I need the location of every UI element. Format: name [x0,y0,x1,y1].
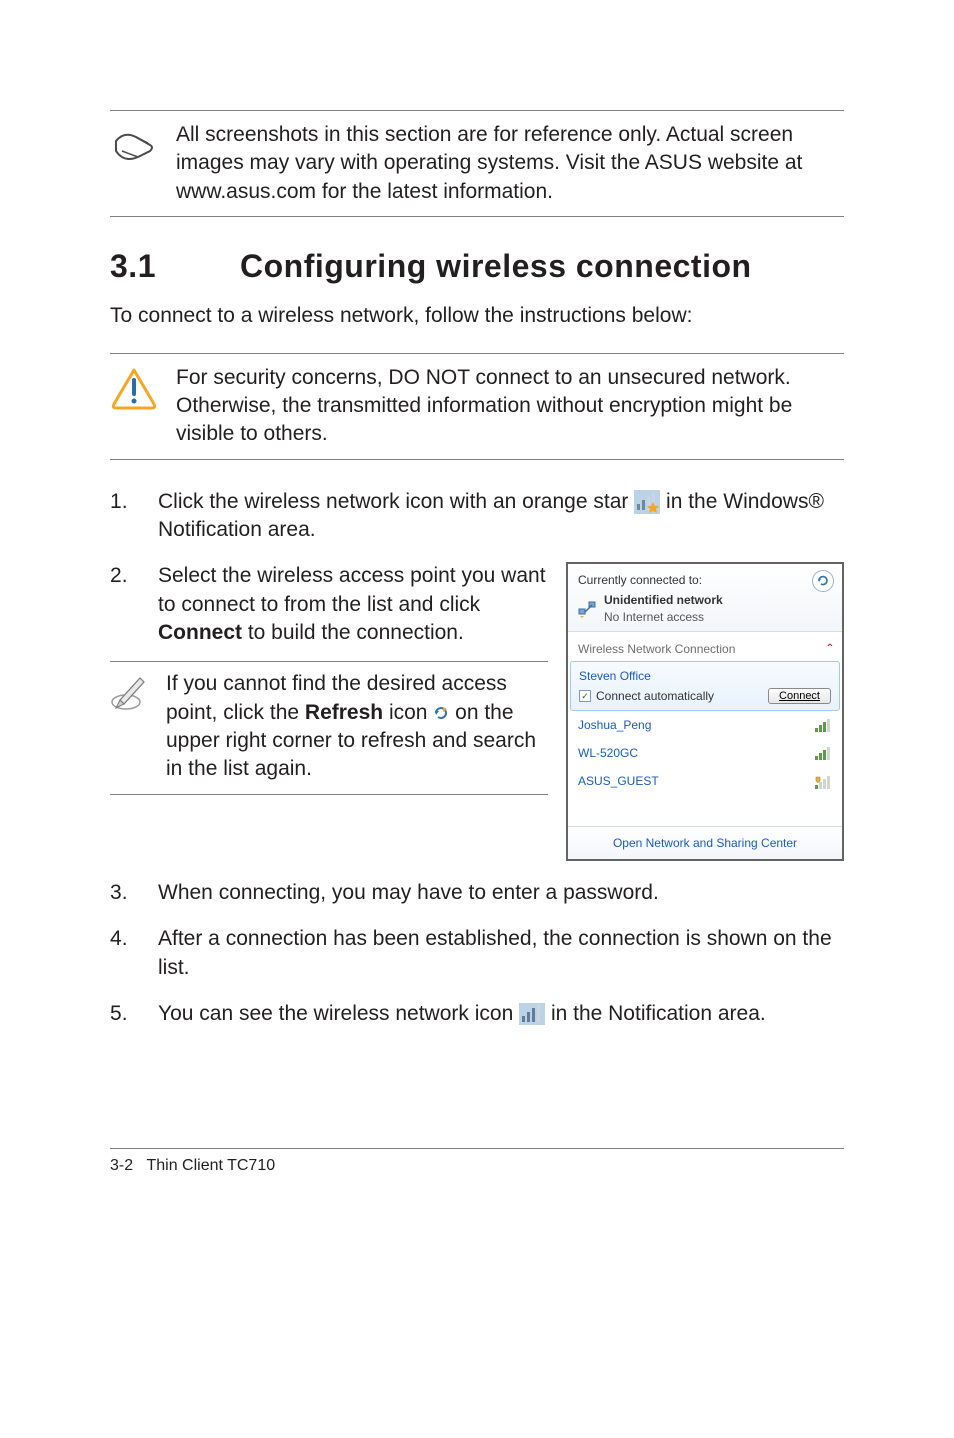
step-1-text-a: Click the wireless network icon with an … [158,490,634,513]
hand-point-icon [110,121,158,169]
network-connected-icon [519,1003,545,1025]
collapse-chevron[interactable]: ˆ [827,640,832,659]
pencil-icon [110,670,152,712]
step-2-text-c: to build the connection. [242,621,464,644]
flyout-footer-link[interactable]: Open Network and Sharing Center [568,826,842,859]
step-1: Click the wireless network icon with an … [110,488,844,545]
section-heading: 3.1Configuring wireless connection [110,245,844,288]
refresh-small-icon [817,575,829,587]
intro-text: To connect to a wireless network, follow… [110,302,844,330]
no-access-label: No Internet access [604,610,704,624]
flyout-item-selected[interactable]: Steven Office ✓ Connect automatically Co… [570,661,840,711]
warning-text: For security concerns, DO NOT connect to… [176,364,844,449]
step-5: You can see the wireless network icon in… [110,1000,844,1028]
connect-button[interactable]: Connect [768,688,831,704]
subnote-refresh: Refresh [305,701,383,724]
warning-icon [110,364,158,412]
step-5-text-a: You can see the wireless network icon [158,1002,519,1025]
steps-list: Click the wireless network icon with an … [110,488,844,1029]
step-2: Select the wireless access point you wan… [110,562,844,861]
section-title: Configuring wireless connection [240,248,752,284]
reference-note-text: All screenshots in this section are for … [176,121,844,206]
wireless-label-text: Wireless Network Connection [578,641,735,657]
flyout-item-name-2: WL-520GC [578,745,638,761]
auto-checkbox[interactable]: ✓ [579,690,591,702]
signal-icon [814,718,832,732]
step-5-text-b: in the Notification area. [551,1002,766,1025]
reference-note: All screenshots in this section are for … [110,110,844,217]
footer-title: Thin Client TC710 [146,1157,275,1174]
section-number: 3.1 [110,245,240,288]
flyout-item-name-0: Steven Office [579,668,831,684]
network-status-icon [578,600,598,618]
step-4-text: After a connection has been established,… [158,925,844,982]
step-4: After a connection has been established,… [110,925,844,982]
unidentified-label: Unidentified network [604,593,723,607]
flyout-item-name-3: ASUS_GUEST [578,773,659,789]
page-footer: 3-2 Thin Client TC710 [110,1148,844,1177]
step-3: When connecting, you may have to enter a… [110,879,844,907]
subnote-c: icon [383,701,433,724]
network-flyout: Currently connected to: [566,562,844,861]
flyout-header: Currently connected to: [568,564,842,632]
step-3-text: When connecting, you may have to enter a… [158,879,844,907]
auto-label: Connect automatically [596,688,714,704]
flyout-item-2[interactable]: WL-520GC [568,739,842,767]
signal-icon [814,746,832,760]
flyout-item-1[interactable]: Joshua_Peng [568,711,842,739]
connected-to-label: Currently connected to: [578,572,832,588]
network-star-icon [634,490,660,514]
refresh-subnote: If you cannot find the desired access po… [110,661,548,794]
security-warning: For security concerns, DO NOT connect to… [110,353,844,460]
flyout-item-3[interactable]: ASUS_GUEST [568,767,842,795]
signal-shield-icon [814,775,832,789]
page-number: 3-2 [110,1157,133,1174]
step-2-connect: Connect [158,621,242,644]
refresh-icon [433,705,449,721]
wireless-section-label: Wireless Network Connection ˆ [568,632,842,661]
step-2-text-a: Select the wireless access point you wan… [158,564,546,615]
flyout-item-name-1: Joshua_Peng [578,717,651,733]
